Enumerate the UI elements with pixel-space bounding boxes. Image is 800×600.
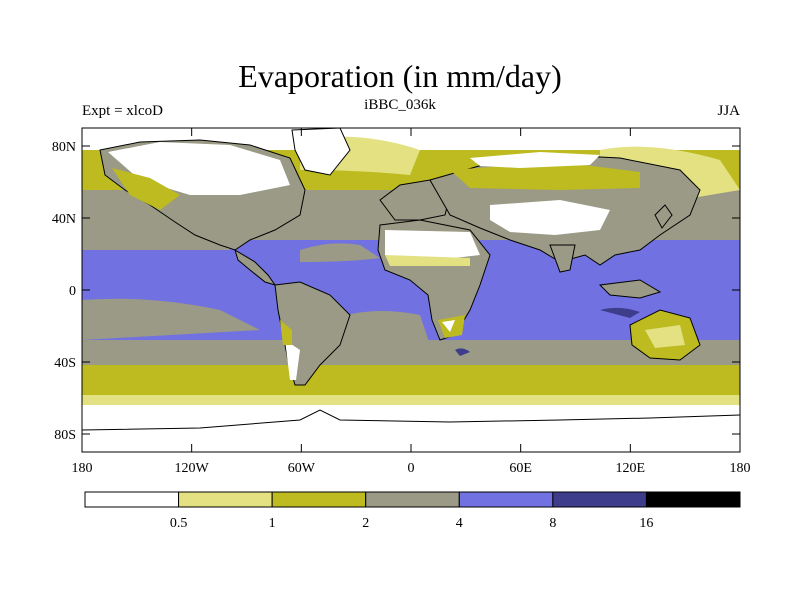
land-australia-interior bbox=[645, 325, 685, 348]
field-atlantic-subtropics bbox=[300, 243, 380, 262]
lon-tick-label: 180 bbox=[72, 461, 93, 476]
land-sahara-white bbox=[385, 230, 480, 262]
field-indian-deep bbox=[600, 307, 640, 318]
lon-tick-label: 120E bbox=[616, 461, 646, 476]
lat-tick-label: 80N bbox=[52, 140, 76, 155]
land-south-america-patagonia bbox=[285, 340, 300, 380]
lat-tick-label: 40N bbox=[52, 212, 76, 227]
run-id-label: iBBC_036k bbox=[364, 97, 436, 113]
lon-tick-label: 180 bbox=[730, 461, 751, 476]
colorbar-labels: 0.5 1 2 4 8 16 bbox=[170, 516, 654, 531]
colorbar-swatch bbox=[271, 491, 367, 508]
land-greenland bbox=[291, 128, 351, 176]
colorbar-swatch bbox=[84, 491, 180, 508]
land-japan bbox=[654, 204, 673, 229]
field-southern-ocean-edge bbox=[82, 395, 740, 407]
land-maritime-continent bbox=[598, 279, 662, 299]
colorbar-level-label: 1 bbox=[269, 516, 276, 531]
land-asia-desert-white bbox=[490, 200, 610, 235]
colorbar-level-label: 4 bbox=[456, 516, 463, 531]
land-siberia-yellow bbox=[450, 162, 640, 190]
land-south-america-yellow bbox=[280, 320, 292, 345]
field-south-atlantic-grey bbox=[330, 311, 430, 345]
colorbar-level-label: 2 bbox=[362, 516, 369, 531]
colorbar-level-label: 8 bbox=[549, 516, 556, 531]
lat-tick-label: 0 bbox=[69, 284, 76, 299]
lat-tick-label: 40S bbox=[54, 356, 76, 371]
colorbar-swatch bbox=[645, 491, 741, 508]
lat-tick-label: 80S bbox=[54, 428, 76, 443]
field-southern-ocean bbox=[82, 365, 740, 400]
plot-title: Evaporation (in mm/day) bbox=[238, 58, 562, 94]
lon-tick-label: 120W bbox=[175, 461, 210, 476]
lon-tick-label: 60E bbox=[509, 461, 532, 476]
field-south-pacific-grey bbox=[82, 298, 260, 340]
map-tick-labels: 80N 40N 0 40S 80S 180 120W 60W 0 60E 120E 180 bbox=[52, 140, 751, 476]
experiment-label: Expt = xlcoD bbox=[82, 103, 163, 119]
colorbar-swatch bbox=[458, 491, 554, 508]
land-india bbox=[549, 244, 576, 273]
land-antarctica bbox=[82, 409, 740, 431]
field-indian-deep-2 bbox=[455, 348, 470, 356]
colorbar-swatch bbox=[178, 491, 273, 508]
colorbar-swatch bbox=[365, 491, 460, 508]
colorbar-level-label: 0.5 bbox=[170, 516, 188, 531]
land-southern-africa-white bbox=[442, 320, 455, 332]
map-ticks bbox=[81, 128, 741, 452]
land-arctic-white bbox=[470, 152, 600, 168]
land-north-america-yellow bbox=[112, 168, 180, 210]
land-sahel-yellow bbox=[385, 255, 470, 266]
colorbar-swatch bbox=[552, 491, 647, 508]
land-central-america bbox=[234, 248, 277, 286]
colorbar bbox=[84, 491, 741, 508]
colorbar-level-label: 16 bbox=[639, 516, 653, 531]
lon-tick-label: 60W bbox=[288, 461, 316, 476]
lon-tick-label: 0 bbox=[408, 461, 415, 476]
season-label: JJA bbox=[717, 103, 740, 119]
field-north-pacific-subtropics bbox=[82, 219, 230, 250]
